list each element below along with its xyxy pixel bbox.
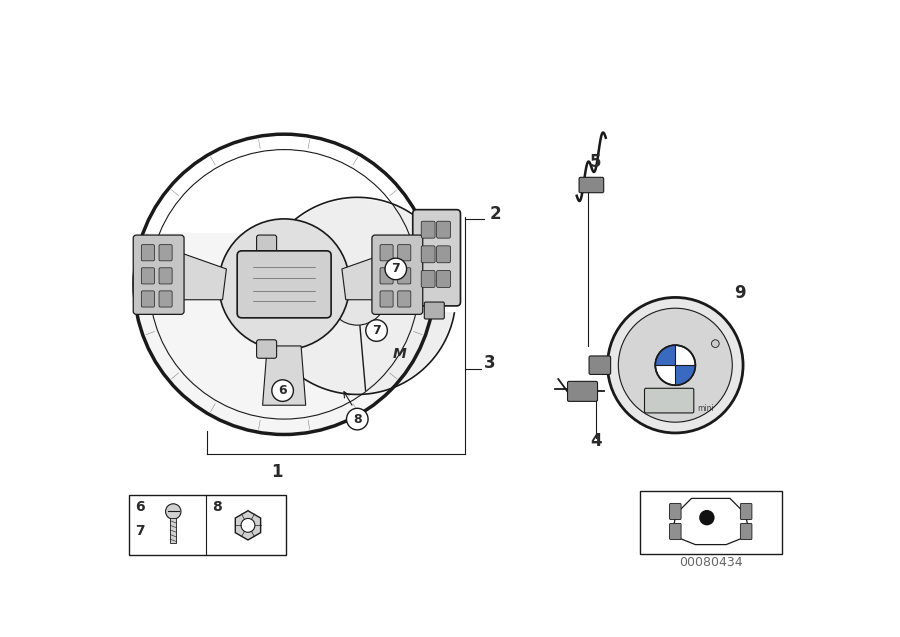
Circle shape	[712, 340, 719, 347]
FancyBboxPatch shape	[436, 221, 451, 238]
Text: 9: 9	[734, 284, 746, 302]
Polygon shape	[263, 346, 306, 405]
FancyBboxPatch shape	[380, 291, 393, 307]
FancyBboxPatch shape	[133, 235, 184, 315]
Circle shape	[618, 308, 733, 422]
Polygon shape	[675, 365, 696, 385]
FancyBboxPatch shape	[421, 221, 435, 238]
FancyBboxPatch shape	[579, 177, 604, 193]
Polygon shape	[153, 246, 227, 300]
FancyBboxPatch shape	[141, 245, 155, 261]
FancyBboxPatch shape	[741, 503, 751, 520]
Polygon shape	[235, 511, 261, 540]
Text: 6: 6	[135, 501, 144, 515]
FancyBboxPatch shape	[644, 389, 694, 413]
FancyBboxPatch shape	[436, 246, 451, 263]
Bar	[129, 494, 286, 555]
Circle shape	[655, 345, 696, 385]
Circle shape	[608, 297, 743, 433]
FancyBboxPatch shape	[398, 291, 410, 307]
Text: 2: 2	[490, 205, 501, 223]
FancyBboxPatch shape	[238, 251, 331, 318]
FancyBboxPatch shape	[421, 271, 435, 287]
Circle shape	[241, 519, 255, 533]
FancyBboxPatch shape	[141, 268, 155, 284]
Text: 3: 3	[484, 354, 496, 371]
Text: 8: 8	[353, 413, 362, 426]
Text: M: M	[392, 347, 407, 361]
FancyBboxPatch shape	[256, 340, 276, 358]
Text: 5: 5	[590, 154, 601, 171]
Text: 8: 8	[212, 501, 221, 515]
FancyBboxPatch shape	[380, 268, 393, 284]
Text: 7: 7	[373, 324, 381, 337]
FancyBboxPatch shape	[670, 503, 681, 520]
FancyBboxPatch shape	[670, 524, 681, 540]
FancyBboxPatch shape	[372, 235, 423, 315]
FancyBboxPatch shape	[590, 356, 610, 375]
FancyBboxPatch shape	[159, 268, 172, 284]
Polygon shape	[134, 233, 435, 434]
FancyBboxPatch shape	[398, 245, 410, 261]
FancyBboxPatch shape	[568, 382, 598, 401]
Circle shape	[385, 258, 407, 280]
Circle shape	[346, 408, 368, 430]
Bar	[170, 519, 176, 543]
Circle shape	[699, 510, 715, 526]
FancyBboxPatch shape	[256, 235, 276, 254]
Text: 6: 6	[278, 384, 287, 397]
Bar	[640, 490, 782, 554]
Circle shape	[328, 267, 387, 325]
FancyBboxPatch shape	[141, 291, 155, 307]
Text: 4: 4	[590, 432, 602, 450]
Text: 7: 7	[135, 524, 144, 538]
FancyBboxPatch shape	[159, 245, 172, 261]
FancyBboxPatch shape	[398, 268, 410, 284]
Polygon shape	[655, 345, 675, 365]
FancyBboxPatch shape	[741, 524, 751, 540]
FancyBboxPatch shape	[424, 302, 445, 319]
FancyBboxPatch shape	[159, 291, 172, 307]
Text: mini: mini	[697, 404, 714, 413]
FancyBboxPatch shape	[380, 245, 393, 261]
Polygon shape	[260, 199, 453, 393]
Circle shape	[219, 219, 349, 350]
Text: 00080434: 00080434	[680, 556, 742, 569]
Polygon shape	[674, 498, 748, 545]
Circle shape	[272, 380, 293, 401]
Text: 1: 1	[271, 463, 283, 481]
Circle shape	[166, 504, 181, 519]
FancyBboxPatch shape	[436, 271, 451, 287]
FancyBboxPatch shape	[413, 210, 461, 306]
Polygon shape	[342, 246, 415, 300]
Circle shape	[365, 320, 387, 341]
FancyBboxPatch shape	[421, 246, 435, 263]
Text: 7: 7	[392, 262, 400, 275]
